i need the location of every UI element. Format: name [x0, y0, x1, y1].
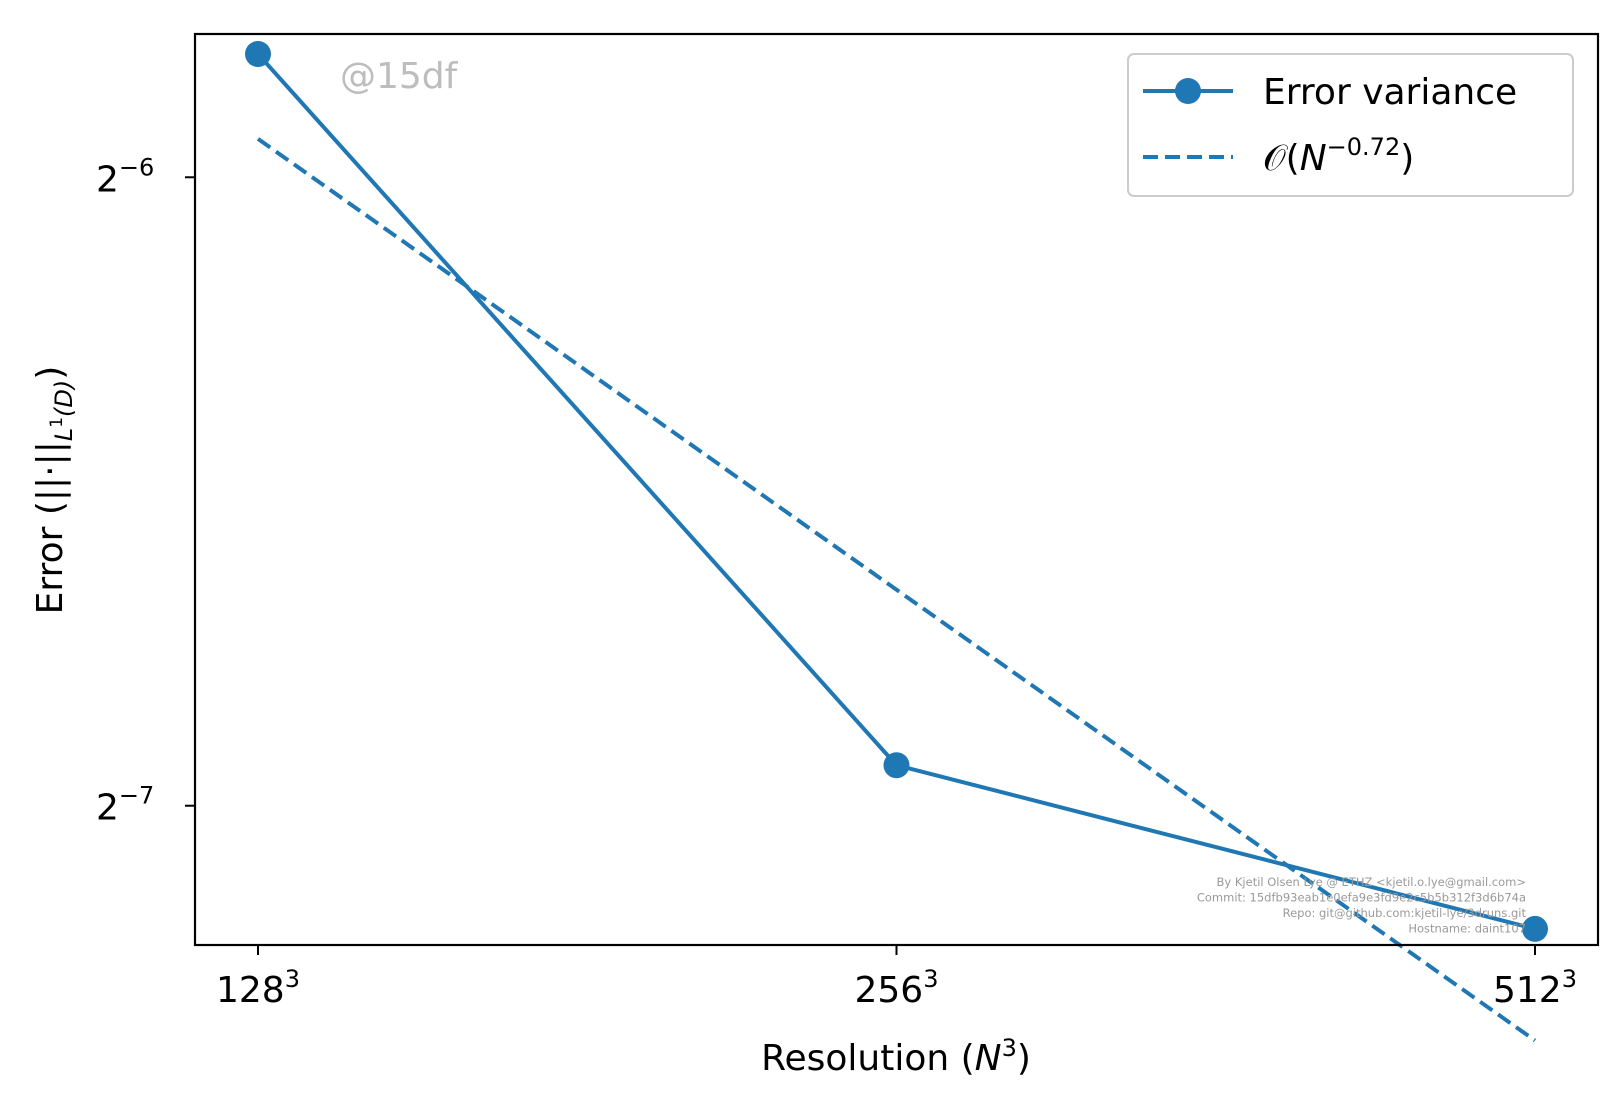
y-axis-label: Error (||·||L1(D)): [30, 366, 78, 615]
legend: Error variance 𝒪(N−0.72): [1127, 53, 1574, 197]
x-tick-label: 2563: [855, 965, 939, 1011]
x-axis-ticks: 1283 2563 5123: [216, 945, 1577, 1011]
data-point-marker: [1522, 915, 1548, 942]
footer-line: Repo: git@github.com:kjetil-lye/3druns.g…: [1283, 906, 1527, 920]
footer-line: Hostname: daint107: [1408, 922, 1526, 936]
x-axis-label: Resolution (N3): [761, 1034, 1031, 1079]
watermark-text: @15df: [340, 56, 459, 97]
footer-line: Commit: 15dfb93eab1e0efa9e3fd9e2c5b5b312…: [1197, 891, 1526, 905]
x-tick-label: 5123: [1493, 965, 1577, 1011]
footer-line: By Kjetil Olsen Lye @ ETHZ <kjetil.o.lye…: [1217, 875, 1526, 889]
legend-box: [1127, 53, 1574, 197]
data-point-marker: [883, 752, 910, 779]
y-tick-label: 2−7: [96, 782, 154, 829]
x-tick-label: 1283: [216, 965, 300, 1011]
data-point-marker: [245, 41, 271, 67]
legend-marker-error-variance: [1175, 78, 1201, 104]
footer-info: By Kjetil Olsen Lye @ ETHZ <kjetil.o.lye…: [1197, 875, 1527, 936]
y-axis-ticks: 2−6 2−7: [96, 153, 195, 829]
plot-area: [245, 41, 1548, 1043]
legend-label-error-variance: Error variance: [1263, 72, 1517, 113]
series-reference-slope-line: [256, 137, 1537, 1043]
legend-label-reference-slope: 𝒪(N−0.72): [1263, 133, 1414, 179]
y-tick-label: 2−6: [96, 153, 154, 200]
